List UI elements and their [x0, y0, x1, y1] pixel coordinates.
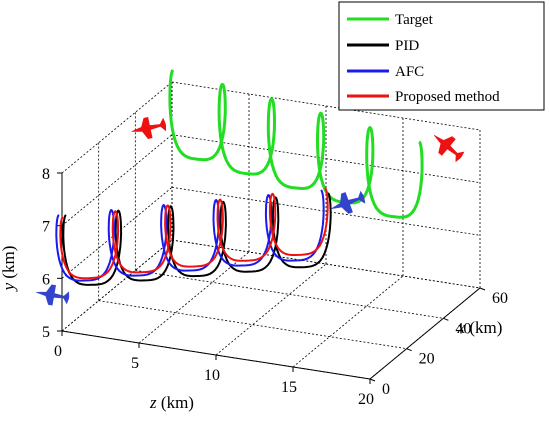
x-tick-mark [443, 317, 449, 321]
z-tick-label: 20 [358, 391, 374, 408]
legend-label-pid: PID [395, 38, 419, 54]
pursuer-aircraft-start-icon [36, 284, 70, 306]
x-tick-mark [369, 378, 376, 382]
legend-label-target: Target [395, 12, 434, 28]
z-tick-label: 15 [281, 379, 297, 396]
x-axis-label: x (km) [457, 318, 503, 337]
floor-gridline [98, 300, 407, 350]
z-tick-label: 5 [131, 355, 139, 372]
x-axis-line [369, 287, 481, 380]
legend-label-afc: AFC [395, 64, 424, 80]
series-layer [55, 69, 424, 286]
z-tick-label: 0 [54, 343, 62, 360]
series-line-target [168, 69, 424, 219]
floor-gridline [292, 275, 404, 368]
z-tick-label: 10 [204, 367, 220, 384]
legend-label-proposed: Proposed method [395, 89, 500, 105]
aircraft-markers [36, 116, 465, 306]
x-tick-label: 0 [382, 381, 390, 398]
y-tick-label: 8 [42, 166, 50, 183]
pursuer-aircraft-end-icon [331, 190, 366, 214]
z-axis-label: z (km) [149, 393, 194, 412]
y-tick-label: 7 [42, 219, 50, 236]
x-tick-label: 60 [492, 290, 508, 307]
x-tick-label: 20 [419, 351, 435, 368]
legend: Target PID AFC Proposed method [338, 1, 545, 111]
y-axis-label: y (km) [0, 246, 18, 293]
series-line-pid [62, 192, 332, 286]
x-tick-label: 40 [455, 320, 471, 337]
y-tick-label: 5 [42, 324, 50, 341]
series-line-proposed-method [59, 187, 329, 280]
x-tick-mark [479, 287, 486, 291]
floor-gridline [135, 269, 444, 319]
target-aircraft-start-icon [131, 116, 167, 139]
y-tick-label: 6 [42, 271, 50, 288]
floor-gridline [215, 263, 327, 356]
x-tick-mark [406, 348, 412, 352]
target-aircraft-end-icon [433, 134, 465, 163]
